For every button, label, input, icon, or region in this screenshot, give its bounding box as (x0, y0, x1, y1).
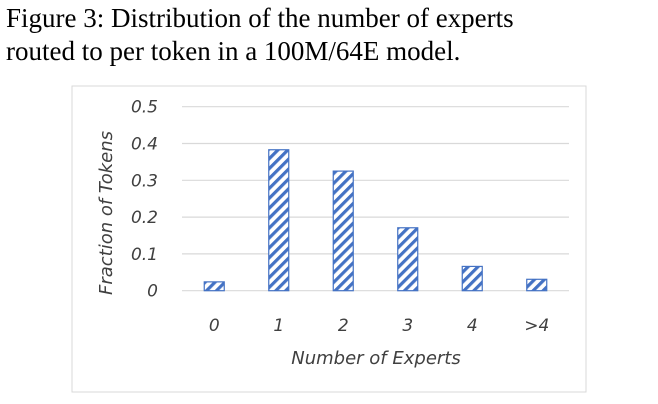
x-tick-label: 1 (273, 316, 284, 336)
chart-frame (71, 85, 587, 393)
y-axis-label: Fraction of Tokens (96, 131, 117, 295)
y-tick-label: 0.4 (131, 135, 158, 155)
x-tick-label: 0 (209, 316, 220, 336)
bar->4 (526, 278, 548, 292)
x-tick-label: 4 (467, 316, 478, 336)
x-axis-label: Number of Experts (291, 348, 460, 369)
bar-4 (461, 265, 483, 292)
y-tick-label: 0.2 (131, 208, 158, 228)
y-tick-label: 0 (147, 282, 158, 302)
caption-line-1: Figure 3: Distribution of the number of … (6, 3, 514, 33)
bar-2 (332, 170, 354, 292)
bar-1 (268, 149, 290, 292)
y-tick-label: 0.1 (131, 245, 158, 265)
x-tick-label: 3 (402, 316, 413, 336)
x-tick-label: 2 (338, 316, 349, 336)
y-tick-label: 0.3 (131, 171, 158, 191)
figure-caption: Figure 3: Distribution of the number of … (6, 2, 656, 68)
x-tick-label: >4 (524, 316, 549, 336)
bar-3 (397, 227, 419, 292)
bar-0 (203, 281, 225, 292)
y-tick-label: 0.5 (131, 98, 158, 118)
caption-line-2: routed to per token in a 100M/64E model. (6, 36, 461, 66)
